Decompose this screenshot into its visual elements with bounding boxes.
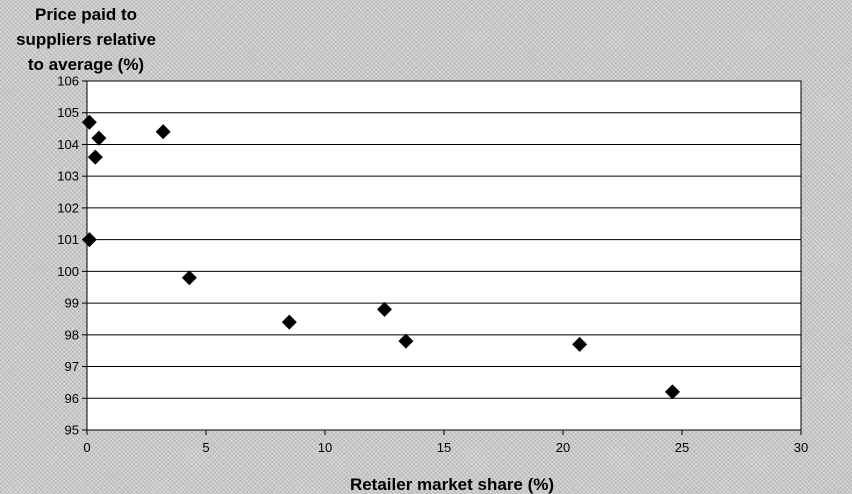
y-axis-title-line-1: Price paid to (35, 5, 137, 24)
data-point (664, 384, 680, 400)
data-point (398, 333, 414, 349)
x-tick-label: 10 (318, 440, 332, 455)
data-points (81, 114, 680, 400)
y-axis-ticks: 95 96 97 98 99 100 101 102 103 104 105 106 (57, 74, 87, 438)
x-tick-label: 5 (202, 440, 209, 455)
y-tick-label: 101 (57, 232, 79, 247)
data-point (81, 232, 97, 248)
y-tick-label: 98 (65, 327, 79, 342)
y-tick-label: 106 (57, 74, 79, 89)
data-point (81, 114, 97, 130)
y-tick-label: 97 (65, 359, 79, 374)
data-point (377, 301, 392, 317)
y-tick-label: 105 (57, 105, 79, 120)
x-tick-label: 0 (83, 440, 90, 455)
plot-area (87, 81, 801, 430)
y-tick-label: 102 (57, 200, 79, 215)
y-tick-label: 104 (57, 137, 79, 152)
data-point (572, 336, 588, 352)
x-tick-label: 30 (794, 440, 808, 455)
x-axis-ticks: 0 5 10 15 20 25 30 (83, 430, 808, 455)
data-point (91, 130, 107, 146)
data-point (87, 149, 103, 165)
x-tick-label: 25 (675, 440, 689, 455)
y-axis-title-line-2: suppliers relative (16, 30, 156, 49)
x-axis-title: Retailer market share (%) (350, 475, 554, 494)
data-point (155, 124, 171, 140)
y-axis-title-line-3: to average (%) (28, 55, 144, 74)
y-tick-label: 96 (65, 391, 79, 406)
data-point (281, 314, 297, 330)
y-tick-label: 103 (57, 169, 79, 184)
x-tick-label: 15 (437, 440, 451, 455)
y-tick-label: 99 (65, 296, 79, 311)
y-tick-label: 100 (57, 264, 79, 279)
data-point (181, 270, 197, 286)
y-axis-title: Price paid to suppliers relative to aver… (16, 5, 156, 74)
y-tick-label: 95 (65, 423, 79, 438)
x-tick-label: 20 (556, 440, 570, 455)
